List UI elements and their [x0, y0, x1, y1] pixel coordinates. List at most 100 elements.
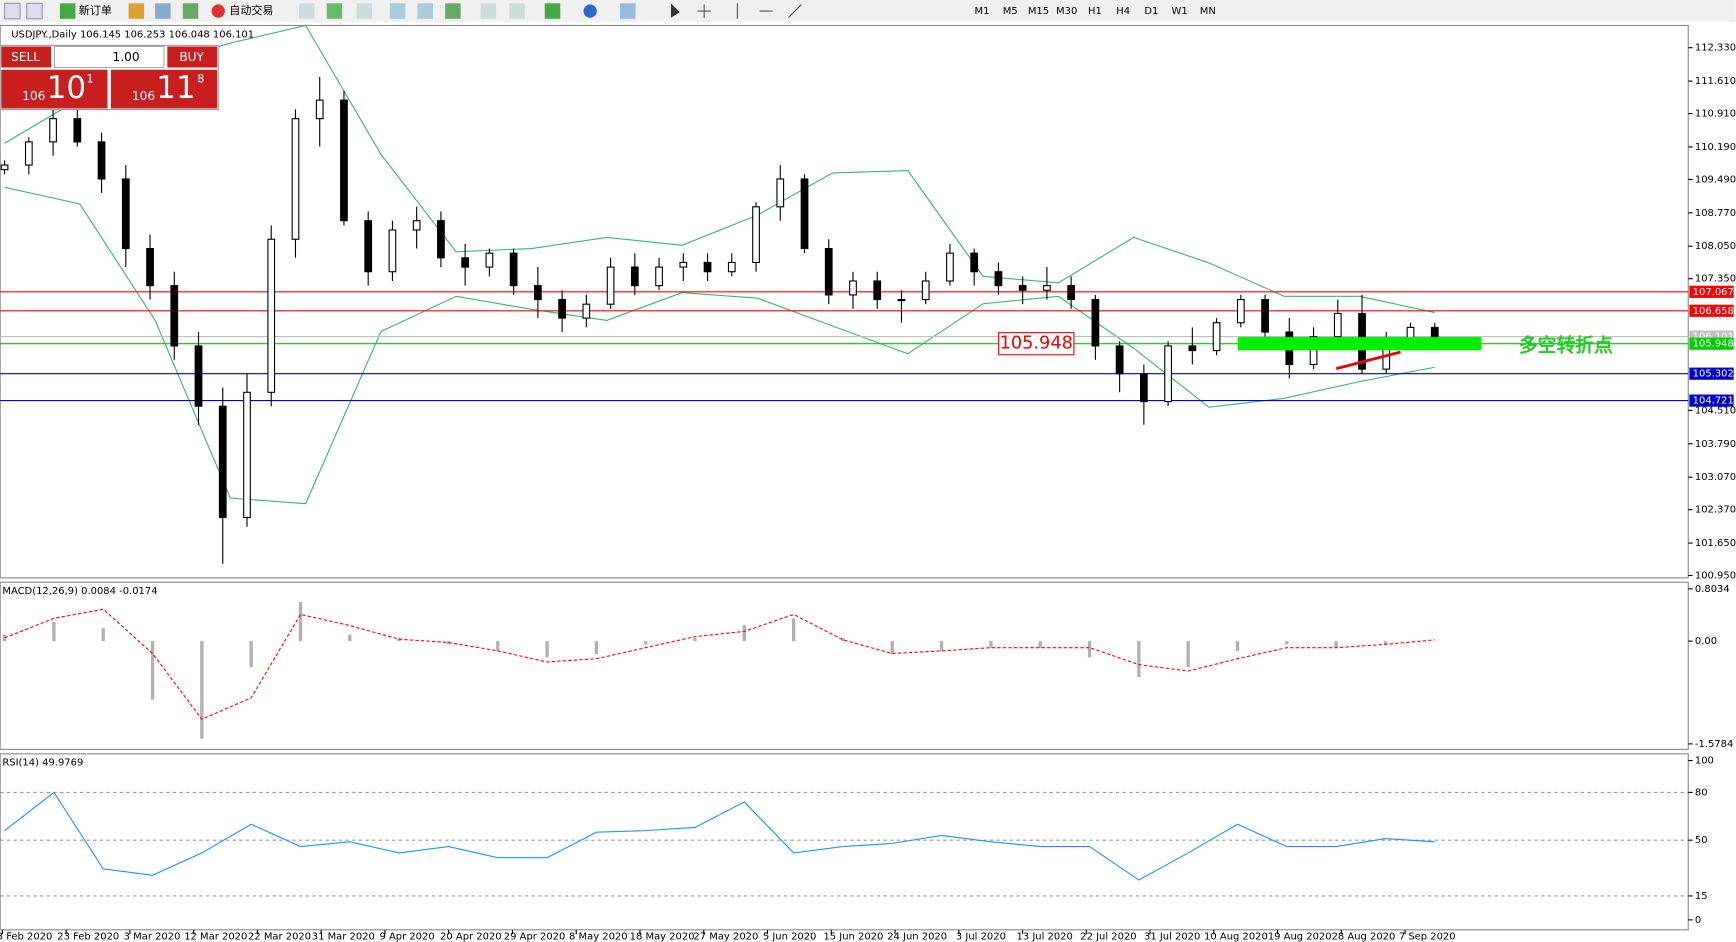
ask-small: 8	[197, 73, 204, 86]
auto-trading-icon[interactable]	[211, 4, 225, 18]
chart-title: USDJPY.,Daily 106.145 106.253 106.048 10…	[11, 29, 254, 40]
annotation-box	[998, 332, 1075, 356]
x-tick-label: 31 Jul 2020	[1144, 931, 1200, 942]
candle-body	[582, 303, 591, 319]
timeframe[interactable]: D1	[1144, 6, 1158, 17]
y-tick-label: 0.00	[1695, 636, 1717, 647]
y-tick-label: 50	[1695, 835, 1708, 846]
icon[interactable]	[417, 3, 433, 19]
buy[interactable]: BUY	[179, 50, 204, 64]
level-label: 106.101	[1693, 332, 1734, 343]
bid-big: 10	[47, 70, 86, 106]
x-tick-label: 19 Aug 2020	[1268, 931, 1332, 942]
y-tick-label: 110.910	[1695, 109, 1736, 120]
candle-body	[897, 298, 906, 302]
icon[interactable]	[182, 3, 199, 19]
level-tag	[1689, 304, 1734, 317]
y-tick-label: 112.330	[1695, 43, 1736, 54]
icon[interactable]	[480, 3, 497, 19]
x-tick-label: 7 Sep 2020	[1399, 931, 1456, 942]
sell-button[interactable]	[1, 46, 52, 68]
candle-body	[437, 220, 445, 259]
sell[interactable]: SELL	[11, 50, 40, 64]
y-tick-label: 0.8034	[1695, 584, 1730, 595]
candle-body	[994, 271, 1003, 287]
icon[interactable]	[299, 3, 315, 19]
ask-box[interactable]	[110, 69, 218, 109]
candle-body	[73, 118, 82, 143]
x-tick-label: 3 Jul 2020	[956, 931, 1006, 942]
candle-body	[630, 266, 639, 287]
candle-body	[921, 280, 930, 301]
trend-line	[1335, 350, 1401, 370]
icon[interactable]	[26, 2, 43, 20]
icon[interactable]	[620, 3, 636, 19]
timeframe[interactable]: MN	[1200, 6, 1216, 17]
candle-body	[267, 238, 276, 393]
candle-body	[849, 280, 857, 296]
tool-icons[interactable]	[697, 3, 802, 19]
icon[interactable]	[128, 3, 145, 19]
candle-body	[533, 285, 542, 301]
auto-trading[interactable]: 自动交易	[229, 3, 273, 17]
timeframe[interactable]: M15	[1028, 6, 1049, 17]
volume-box[interactable]	[53, 45, 165, 69]
candle-body	[606, 266, 615, 305]
candle-body	[412, 220, 421, 231]
icon[interactable]	[356, 3, 373, 19]
icon[interactable]	[326, 3, 343, 19]
y-tick-label: -1.5784	[1695, 739, 1733, 750]
x-tick-label: 28 Aug 2020	[1332, 931, 1396, 942]
timeframe[interactable]: W1	[1172, 6, 1188, 17]
bid-box[interactable]	[1, 69, 108, 109]
toolbar-group: 新订单 自动交易	[4, 2, 802, 20]
icon[interactable]	[509, 3, 525, 19]
marker-text: 多空转折点	[1519, 333, 1613, 356]
candle-body	[461, 257, 470, 268]
main-panel	[0, 24, 1689, 579]
x-tick-label: 10 Aug 2020	[1204, 931, 1268, 942]
timeframe[interactable]: H4	[1116, 6, 1130, 17]
candle-body	[1164, 345, 1172, 403]
candle-body	[485, 252, 494, 268]
x-tick-label: 13 Jul 2020	[1016, 931, 1072, 942]
new-order-icon[interactable]	[59, 3, 76, 19]
new-order[interactable]: 新订单	[79, 3, 112, 17]
candle-body	[946, 252, 954, 282]
candle-body	[121, 178, 130, 250]
timeframe[interactable]: M30	[1056, 6, 1077, 17]
y-tick-label: 107.350	[1695, 274, 1736, 285]
icon[interactable]	[445, 3, 461, 19]
rsi-title: RSI(14) 49.9769	[2, 758, 83, 769]
candle-body	[752, 206, 760, 264]
icon[interactable]	[4, 2, 21, 20]
candle-body	[776, 178, 785, 208]
y-tick-label: 109.490	[1695, 174, 1736, 185]
level-label: 105.948	[1693, 339, 1734, 350]
toolbar	[0, 0, 1736, 23]
timeframe[interactable]: M1	[975, 6, 990, 17]
icon[interactable]	[155, 3, 171, 19]
candle-body	[1309, 336, 1318, 366]
timeframe[interactable]: H1	[1088, 6, 1102, 17]
y-tick-label: 103.070	[1695, 472, 1736, 483]
icon[interactable]	[389, 3, 406, 19]
candle-body	[218, 405, 227, 519]
level-tag	[1689, 337, 1734, 350]
cursor-icon[interactable]	[670, 3, 680, 18]
candle-body	[727, 261, 736, 273]
y-tick-label: 108.050	[1695, 241, 1736, 252]
buy-button[interactable]	[167, 46, 218, 68]
candle-body	[1043, 285, 1051, 291]
y-tick-label: 80	[1695, 787, 1708, 798]
candle-body	[340, 99, 348, 222]
y-tick-label: 100.950	[1695, 571, 1736, 582]
x-tick-label: 31 Mar 2020	[312, 931, 375, 942]
x-tick-label: 29 Apr 2020	[504, 931, 566, 942]
icon[interactable]	[544, 3, 561, 19]
level-tag	[1689, 367, 1734, 380]
icon[interactable]	[583, 4, 597, 18]
volume[interactable]: 1.00	[113, 50, 140, 64]
timeframe[interactable]: M5	[1003, 6, 1018, 17]
